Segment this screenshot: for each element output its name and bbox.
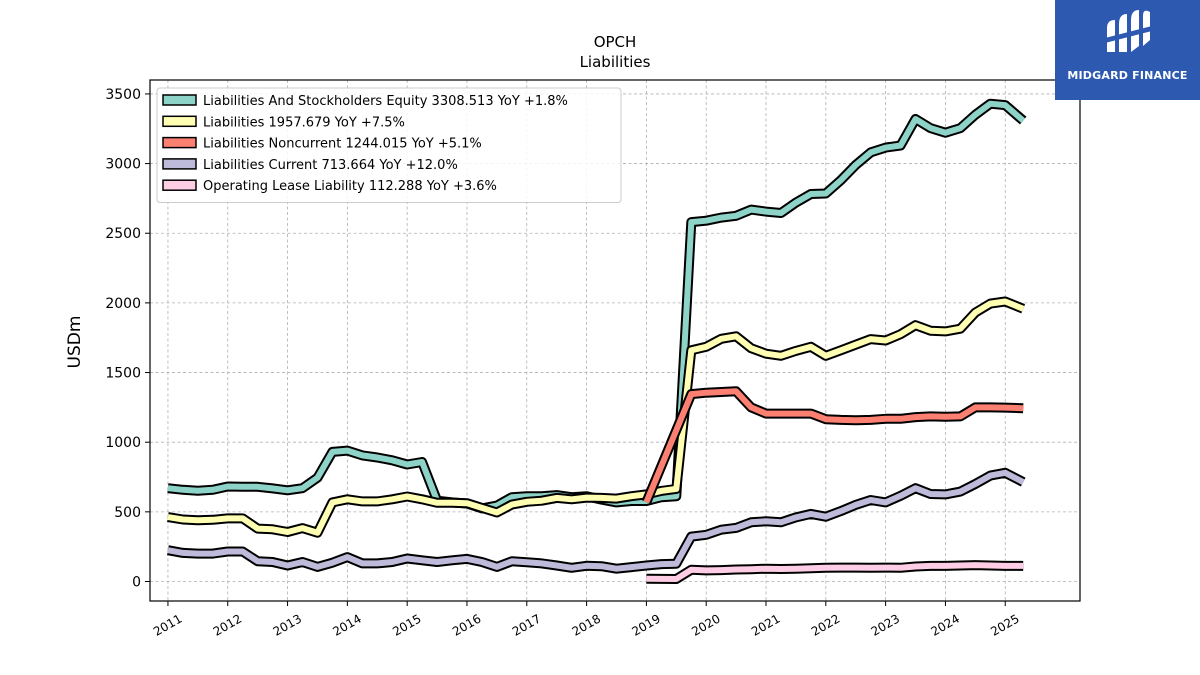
y-tick-label: 3000 <box>105 157 141 173</box>
legend-swatch-0 <box>162 94 197 106</box>
y-tick-label: 2500 <box>105 226 141 242</box>
series-lines <box>167 98 1027 584</box>
brand-name: MIDGARD FINANCE <box>1067 69 1188 82</box>
legend-box <box>156 87 622 203</box>
x-tick-label: 2022 <box>809 611 842 638</box>
legend-swatch-2 <box>162 136 197 149</box>
y-tick-label: 3500 <box>105 87 141 103</box>
x-tick-label: 2021 <box>749 611 782 638</box>
x-tick-label: 2020 <box>689 611 722 638</box>
legend-swatch-4 <box>162 179 197 191</box>
series-line-4 <box>646 562 1024 582</box>
series-line-2 <box>643 388 1024 504</box>
x-tick-label: 2016 <box>450 611 483 638</box>
legend-label-3: Liabilities Current 713.664 YoY +12.0% <box>203 158 458 173</box>
legend-label-4: Operating Lease Liability 112.288 YoY +3… <box>203 179 497 194</box>
x-tick-label: 2011 <box>151 611 184 638</box>
x-tick-label: 2025 <box>988 611 1021 638</box>
y-tick-label: 500 <box>114 505 141 521</box>
legend-swatch-3 <box>162 158 197 170</box>
x-tick-label: 2012 <box>211 611 244 638</box>
x-tick-label: 2023 <box>869 611 902 638</box>
y-axis-label: USDm <box>65 316 85 369</box>
x-tick-label: 2017 <box>510 611 543 638</box>
legend-label-2: Liabilities Noncurrent 1244.015 YoY +5.1… <box>203 137 482 152</box>
legend-label-1: Liabilities 1957.679 YoY +7.5% <box>203 115 405 130</box>
y-tick-label: 1000 <box>105 435 141 451</box>
series-line-3 <box>167 469 1025 572</box>
series-line-1 <box>167 298 1025 536</box>
plot-frame <box>149 79 1081 602</box>
midgard-logo-icon <box>1105 10 1152 52</box>
chart-title: OPCH <box>594 33 637 51</box>
y-tick-label: 2000 <box>105 296 141 312</box>
chart-subtitle: Liabilities <box>580 53 651 71</box>
x-tick-label: 2018 <box>570 611 603 638</box>
x-tick-label: 2024 <box>928 611 961 638</box>
legend-label-0: Liabilities And Stockholders Equity 3308… <box>203 94 568 109</box>
y-tick-label: 0 <box>132 574 141 590</box>
y-tick-label: 1500 <box>105 366 141 382</box>
brand-logo: MIDGARD FINANCE <box>1055 0 1200 100</box>
x-tick-label: 2014 <box>330 611 363 638</box>
x-tick-label: 2015 <box>390 611 423 638</box>
legend: Liabilities And Stockholders Equity 3308… <box>156 87 622 203</box>
x-tick-label: 2013 <box>271 611 304 638</box>
x-tick-label: 2019 <box>629 611 662 638</box>
legend-swatch-1 <box>162 115 197 128</box>
